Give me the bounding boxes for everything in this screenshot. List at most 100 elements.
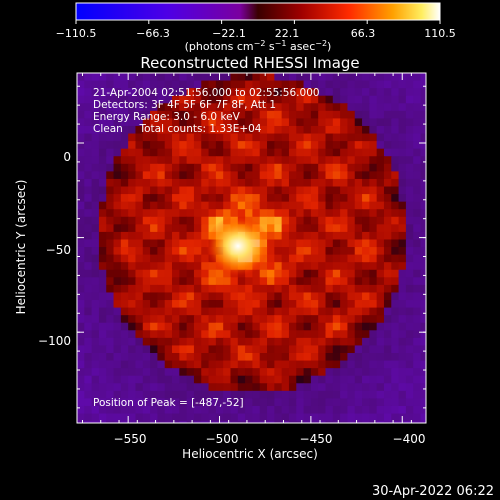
- heatmap-cell: [77, 405, 85, 415]
- heatmap-cell: [193, 315, 202, 324]
- heatmap-cell: [208, 73, 217, 82]
- heatmap-cell: [120, 231, 129, 241]
- heatmap-cell: [252, 118, 261, 127]
- heatmap-cell: [106, 239, 115, 248]
- heatmap-cell: [157, 201, 166, 210]
- heatmap-cell: [340, 284, 349, 294]
- heatmap-cell: [120, 254, 129, 263]
- heatmap-cell: [245, 201, 254, 210]
- heatmap-cell: [142, 300, 151, 309]
- heatmap-cell: [186, 247, 195, 256]
- heatmap-cell: [420, 292, 426, 301]
- heatmap-cell: [340, 413, 349, 422]
- heatmap-cell: [245, 73, 254, 82]
- heatmap-cell: [340, 337, 349, 347]
- heatmap-cell: [303, 224, 312, 233]
- heatmap-cell: [208, 209, 217, 218]
- heatmap-cell: [142, 224, 151, 233]
- heatmap-cell: [84, 103, 93, 112]
- heatmap-cell: [405, 300, 414, 309]
- heatmap-cell: [91, 375, 100, 384]
- heatmap-cell: [369, 405, 378, 415]
- heatmap-cell: [172, 360, 180, 369]
- heatmap-cell: [296, 194, 305, 203]
- heatmap-cell: [150, 337, 158, 347]
- heatmap-cell: [208, 125, 217, 135]
- heatmap-cell: [296, 345, 305, 354]
- heatmap-cell: [179, 300, 188, 309]
- heatmap-cell: [332, 156, 341, 165]
- heatmap-cell: [208, 375, 217, 384]
- heatmap-cell: [106, 103, 115, 112]
- heatmap-cell: [91, 110, 100, 120]
- heatmap-cell: [310, 178, 319, 188]
- heatmap-cell: [325, 398, 334, 407]
- heatmap-cell: [164, 224, 173, 233]
- heatmap-cell: [347, 163, 356, 172]
- heatmap-cell: [135, 360, 144, 369]
- heatmap-cell: [98, 194, 107, 203]
- heatmap-cell: [420, 337, 426, 347]
- heatmap-cell: [230, 103, 239, 112]
- heatmap-cell: [193, 292, 202, 301]
- heatmap-cell: [252, 300, 261, 309]
- heatmap-cell: [84, 186, 93, 195]
- y-tick-label: 0: [63, 150, 71, 164]
- heatmap-cell: [98, 125, 107, 135]
- heatmap-cell: [354, 300, 363, 309]
- heatmap-cell: [310, 125, 319, 135]
- heatmap-cell: [91, 254, 100, 263]
- heatmap-cell: [164, 330, 173, 339]
- heatmap-cell: [179, 133, 188, 142]
- heatmap-cell: [223, 421, 232, 423]
- heatmap-cell: [98, 186, 107, 195]
- heatmap-cell: [332, 330, 341, 339]
- heatmap-cell: [157, 118, 166, 127]
- heatmap-cell: [150, 194, 158, 203]
- heatmap-cell: [288, 141, 297, 150]
- heatmap-cell: [77, 337, 85, 347]
- heatmap-cell: [164, 277, 173, 286]
- heatmap-cell: [230, 118, 239, 127]
- heatmap-cell: [325, 315, 334, 324]
- heatmap-cell: [420, 307, 426, 316]
- heatmap-cell: [354, 171, 363, 180]
- heatmap-cell: [398, 80, 407, 89]
- heatmap-cell: [296, 88, 305, 97]
- heatmap-cell: [186, 375, 195, 384]
- heatmap-cell: [208, 148, 217, 157]
- heatmap-cell: [208, 292, 217, 301]
- heatmap-cell: [420, 73, 426, 82]
- heatmap-cell: [281, 88, 290, 97]
- heatmap-cell: [383, 186, 392, 195]
- heatmap-cell: [281, 163, 290, 172]
- heatmap-cell: [354, 88, 363, 97]
- heatmap-cell: [420, 315, 426, 324]
- heatmap-cell: [391, 269, 400, 278]
- heatmap-cell: [98, 133, 107, 142]
- heatmap-cell: [259, 390, 268, 400]
- heatmap-cell: [354, 337, 363, 347]
- heatmap-cell: [325, 156, 334, 165]
- heatmap-cell: [172, 209, 180, 218]
- heatmap-cell: [157, 73, 166, 82]
- heatmap-cell: [362, 194, 370, 203]
- heatmap-cell: [120, 125, 129, 135]
- plot-frame: [76, 72, 427, 424]
- heatmap-cell: [354, 353, 363, 362]
- heatmap-cell: [150, 80, 158, 89]
- heatmap-cell: [84, 284, 93, 294]
- heatmap-cell: [223, 398, 232, 407]
- heatmap-cell: [274, 421, 283, 423]
- heatmap-cell: [376, 284, 385, 294]
- heatmap-cell: [383, 80, 392, 89]
- heatmap-cell: [376, 405, 385, 415]
- heatmap-cell: [391, 209, 400, 218]
- heatmap-cell: [164, 284, 173, 294]
- heatmap-cell: [215, 398, 224, 407]
- heatmap-cell: [91, 80, 100, 89]
- heatmap-cell: [303, 337, 312, 347]
- heatmap-cell: [413, 163, 422, 172]
- heatmap-cell: [135, 178, 144, 188]
